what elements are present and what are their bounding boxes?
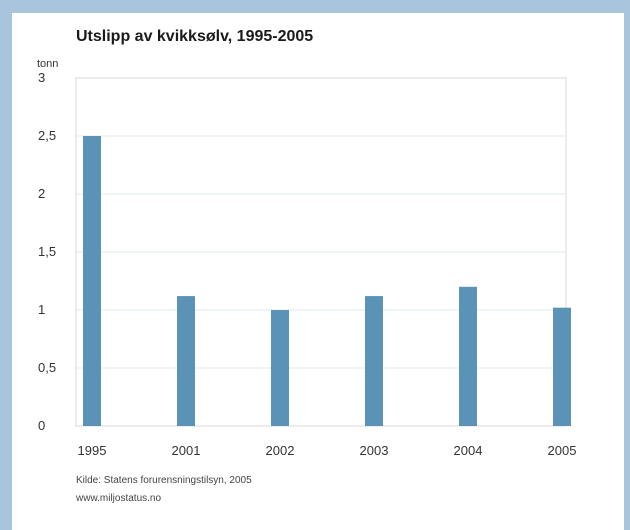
source-note: Kilde: Statens forurensningstilsyn, 2005 [76,475,252,486]
bar-2005 [553,307,571,426]
x-tick-label: 2002 [266,443,295,458]
bar-2002 [271,310,289,426]
y-tick-label: 2,5 [38,128,56,143]
grid-lines [76,135,566,369]
x-tick-label: 2001 [172,443,201,458]
bar-1995 [83,136,101,426]
x-tick-labels: 1995 2001 2002 2003 2004 2005 [78,443,577,458]
y-tick-label: 3 [38,70,45,85]
y-axis-unit-label: tonn [37,58,59,70]
y-tick-labels: 0 0,5 1 1,5 2 2,5 3 [38,70,56,433]
y-tick-label: 2 [38,186,45,201]
x-tick-label: 1995 [78,443,107,458]
x-tick-label: 2003 [360,443,389,458]
source-url: www.miljostatus.no [76,493,162,504]
chart-title: Utslipp av kvikksølv, 1995-2005 [76,28,314,45]
y-tick-label: 1,5 [38,244,56,259]
x-tick-label: 2005 [548,443,577,458]
x-tick-label: 2004 [454,443,483,458]
y-tick-label: 0 [38,418,45,433]
bar-2004 [459,286,477,426]
y-tick-label: 1 [38,302,45,317]
bar-2001 [177,296,195,426]
bars [83,136,571,426]
bar-2003 [365,296,383,426]
y-tick-label: 0,5 [38,360,56,375]
